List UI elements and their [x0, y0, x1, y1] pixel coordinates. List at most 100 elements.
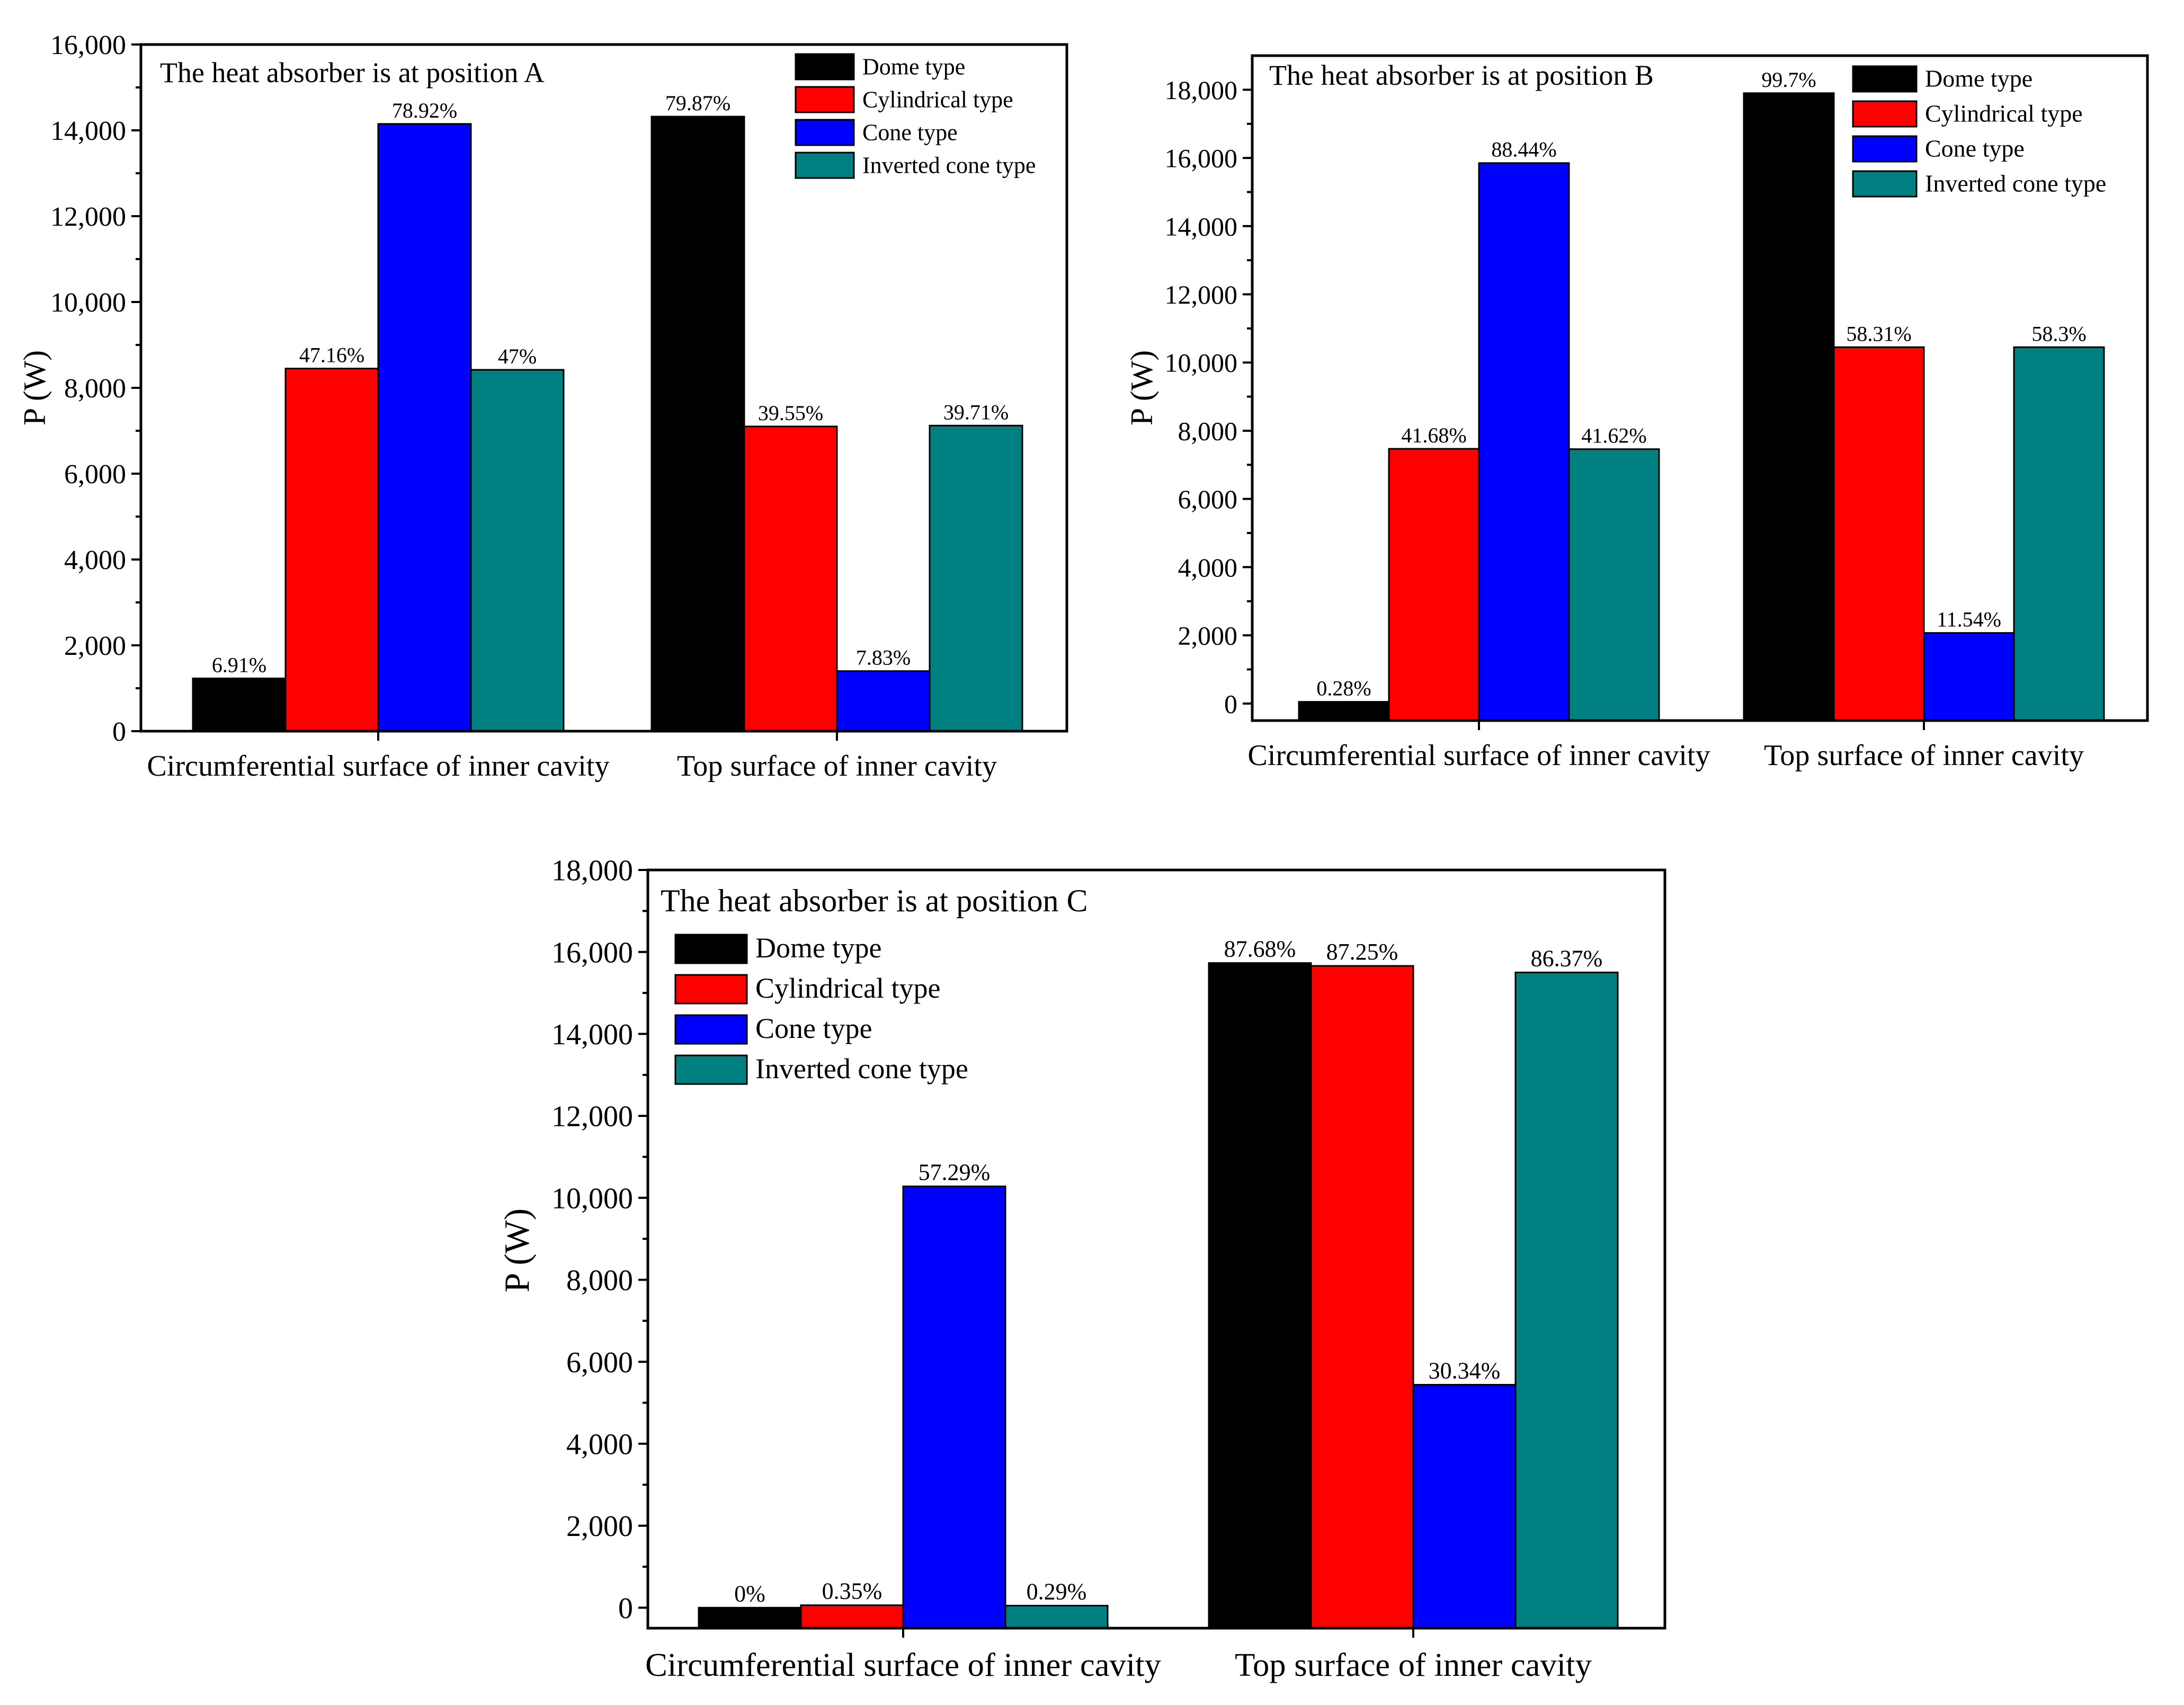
y-tick-label: 4,000: [64, 545, 126, 575]
bar-inverted-cone-type-top: [1514, 971, 1619, 1629]
y-tick-label: 12,000: [50, 202, 126, 232]
legend-swatch-inverted-cone-type: [1852, 170, 1918, 198]
plot-frame: [139, 43, 1068, 733]
bar-value-label: 41.62%: [1581, 424, 1646, 448]
x-category-label: Circumferential surface of inner cavity: [1247, 739, 1710, 772]
legend-swatch-cylindrical-type: [795, 86, 855, 113]
bar-cone-type-circumferential: [377, 123, 472, 732]
bar-dome-type-circumferential: [1298, 701, 1390, 722]
bar-value-label: 39.71%: [943, 400, 1009, 424]
plot-frame: [1251, 54, 2149, 722]
legend: Dome type Cylindrical type Cone type Invert…: [1852, 65, 2106, 198]
y-tick-label: 0: [1224, 689, 1237, 718]
bar-inverted-cone-type-top: [2013, 346, 2105, 722]
y-axis-label: P (W): [17, 350, 52, 425]
y-tick-label: 12,000: [551, 1100, 633, 1133]
bar-dome-type-circumferential: [698, 1606, 802, 1629]
bar-value-label: 87.68%: [1224, 936, 1296, 962]
bar-cylindrical-type-top: [743, 425, 838, 732]
legend-label: Dome type: [862, 54, 965, 79]
legend-swatch-cone-type: [674, 1014, 748, 1045]
bar-value-label: 0.35%: [822, 1578, 882, 1604]
x-category-label: Top surface of inner cavity: [1235, 1646, 1592, 1683]
bar-cone-type-circumferential: [902, 1185, 1006, 1629]
y-tick-label: 16,000: [50, 30, 126, 60]
y-tick-label: 8,000: [566, 1264, 633, 1297]
legend-swatch-dome-type: [795, 53, 855, 81]
x-category-label: Top surface of inner cavity: [677, 750, 997, 783]
legend-label: Cone type: [862, 119, 958, 145]
y-tick-label: 14,000: [551, 1018, 633, 1051]
chart-panel-b: 0.28% 99.7% 41.68% 58.31% 88.44% 11.54% 41.62%…: [1124, 54, 2149, 772]
bar-dome-type-circumferential: [192, 677, 287, 732]
legend-label: Cylindrical type: [862, 86, 1013, 112]
bar-value-label: 39.55%: [758, 401, 823, 425]
y-tick-label: 2,000: [64, 631, 126, 661]
bar-cone-type-top: [1412, 1384, 1517, 1629]
y-tick-label: 6,000: [566, 1346, 633, 1379]
legend-label: Cone type: [755, 1013, 872, 1044]
y-tick-label: 8,000: [1178, 416, 1238, 446]
chart-panel-a: 6.91% 79.87% 47.16% 39.55% 78.92% 7.83% 47% 39.…: [17, 30, 1068, 783]
plot-frame: [646, 868, 1666, 1630]
y-axis-label: P (W): [1124, 350, 1159, 425]
legend-swatch-cone-type: [795, 119, 855, 146]
y-tick-label: 18,000: [1165, 75, 1238, 105]
y-tick-label: 6,000: [64, 459, 126, 490]
chart-title: The heat absorber is at position B: [1269, 59, 1654, 91]
legend-swatch-dome-type: [1852, 65, 1918, 93]
legend-label: Inverted cone type: [862, 152, 1036, 178]
y-tick-label: 8,000: [64, 374, 126, 404]
legend-swatch-inverted-cone-type: [674, 1054, 748, 1085]
legend-swatch-cylindrical-type: [1852, 100, 1918, 128]
y-tick-label: 16,000: [1165, 144, 1238, 173]
bar-value-label: 78.92%: [392, 99, 457, 122]
bar-value-label: 7.83%: [856, 646, 911, 670]
y-tick-label: 14,000: [50, 116, 126, 146]
y-tick-label: 0: [618, 1592, 633, 1625]
bar-cylindrical-type-top: [1833, 346, 1925, 722]
bar-value-label: 30.34%: [1429, 1358, 1501, 1384]
bar-cylindrical-type-circumferential: [1388, 448, 1480, 722]
bar-inverted-cone-type-circumferential: [1004, 1604, 1109, 1629]
bar-value-label: 0.29%: [1027, 1578, 1087, 1604]
bar-dome-type-top: [1743, 92, 1835, 722]
chart-title: The heat absorber is at position C: [661, 883, 1087, 918]
bar-value-label: 47.16%: [299, 343, 364, 367]
y-tick-label: 6,000: [1178, 484, 1238, 514]
y-tick-label: 2,000: [566, 1510, 633, 1543]
x-category-label: Circumferential surface of inner cavity: [645, 1646, 1161, 1683]
bar-cylindrical-type-circumferential: [284, 368, 379, 732]
legend-label: Cylindrical type: [1925, 100, 2083, 127]
legend-swatch-inverted-cone-type: [795, 152, 855, 179]
chart-panel-c: 0% 87.68% 0.35% 87.25% 57.29% 30.34% 0.29% 86.3…: [498, 855, 1666, 1683]
y-axis-label: P (W): [498, 1209, 537, 1293]
bar-cylindrical-type-top: [1310, 965, 1414, 1629]
y-tick-label: 16,000: [551, 936, 633, 969]
bar-value-label: 57.29%: [919, 1159, 991, 1185]
legend-label: Inverted cone type: [755, 1053, 968, 1085]
x-category-label: Circumferential surface of inner cavity: [147, 750, 609, 783]
chart-title: The heat absorber is at position A: [160, 57, 545, 88]
y-tick-label: 4,000: [1178, 553, 1238, 582]
bar-value-label: 58.3%: [2031, 322, 2086, 345]
legend-swatch-cone-type: [1852, 135, 1918, 163]
y-tick-label: 2,000: [1178, 621, 1238, 651]
legend-label: Dome type: [1925, 65, 2033, 92]
y-tick-label: 10,000: [1165, 348, 1238, 378]
legend: Dome type Cylindrical type Cone type Invert…: [674, 932, 968, 1085]
y-tick-label: 18,000: [551, 855, 633, 887]
bar-value-label: 11.54%: [1937, 608, 2001, 632]
bar-cone-type-top: [1923, 632, 2015, 722]
legend-label: Dome type: [755, 932, 881, 964]
bar-value-label: 41.68%: [1401, 423, 1466, 447]
y-tick-label: 10,000: [551, 1182, 633, 1215]
x-category-label: Top surface of inner cavity: [1764, 739, 2084, 772]
bar-dome-type-top: [650, 116, 745, 732]
legend-swatch-cylindrical-type: [674, 974, 748, 1005]
bar-value-label: 88.44%: [1491, 138, 1556, 162]
legend-label: Cone type: [1925, 135, 2025, 162]
bar-value-label: 87.25%: [1326, 939, 1398, 965]
bar-dome-type-top: [1208, 962, 1312, 1629]
